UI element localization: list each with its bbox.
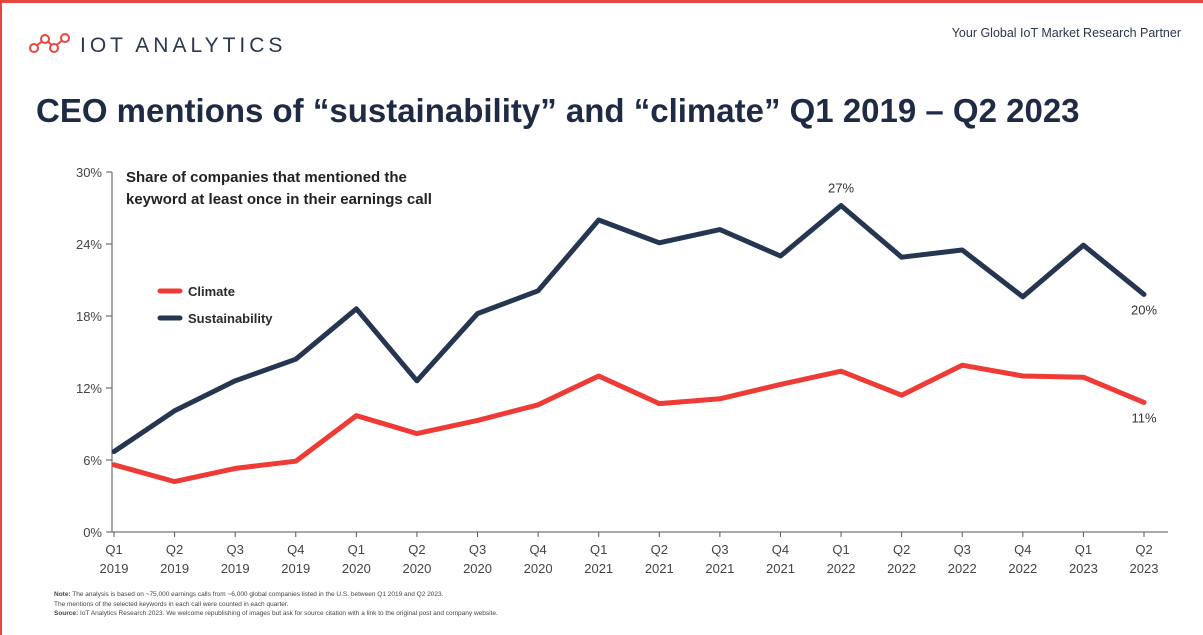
y-tick-label: 18%: [76, 309, 102, 324]
chart-subtitle: Share of companies that mentioned the key…: [126, 169, 432, 208]
x-tick-label-year: 2023: [1069, 561, 1098, 576]
note-line: The mentions of the selected keywords in…: [54, 600, 289, 608]
chart-subtitle-line: Share of companies that mentioned the: [126, 169, 407, 186]
data-label: 20%: [1131, 302, 1157, 317]
y-tick-label: 0%: [83, 525, 102, 540]
y-tick-label: 24%: [76, 237, 102, 252]
data-label: 11%: [1131, 410, 1156, 425]
note-line: Note: The analysis is based on ~75,000 e…: [54, 591, 444, 598]
x-tick-label-year: 2020: [342, 561, 371, 576]
y-tick-label: 6%: [83, 453, 102, 468]
chart-subtitle-line: keyword at least once in their earnings …: [126, 191, 432, 208]
y-tick-label: 30%: [76, 165, 102, 180]
tagline: Your Global IoT Market Research Partner: [951, 26, 1181, 40]
x-tick-label-year: 2020: [402, 561, 431, 576]
footnotes: Note: The analysis is based on ~75,000 e…: [54, 590, 498, 619]
x-tick-label-year: 2022: [948, 561, 977, 576]
x-tick-label-year: 2022: [827, 561, 856, 576]
annotation-layer: 27% 20% 11%: [828, 181, 1157, 426]
x-tick-label-year: 2023: [1130, 561, 1159, 576]
chart-title: CEO mentions of “sustainability” and “cl…: [36, 92, 1080, 129]
x-tick-label-quarter: Q2: [166, 542, 183, 557]
x-tick-label-year: 2019: [160, 561, 189, 576]
x-tick-label-quarter: Q2: [1135, 542, 1152, 557]
x-tick-label-quarter: Q1: [832, 542, 849, 557]
x-tick-label-quarter: Q4: [772, 542, 789, 557]
x-tick-label-year: 2021: [766, 561, 795, 576]
x-tick-label-year: 2019: [100, 561, 129, 576]
x-axis: Q1 2019 Q2 2019 Q3 2019 Q4 2019 Q1 2020 Q2 2020 Q3 20…: [100, 531, 1168, 576]
source-line: Source: IoT Analytics Research 2023. We …: [54, 610, 498, 617]
x-tick-label-quarter: Q3: [469, 542, 486, 557]
x-tick-label-quarter: Q3: [711, 542, 728, 557]
legend-label-sustainability: Sustainability: [188, 311, 273, 326]
x-tick-label-quarter: Q1: [590, 542, 607, 557]
series-line-sustainability: [111, 203, 1147, 455]
network-nodes-icon: [28, 30, 72, 61]
x-tick-label-quarter: Q4: [529, 542, 546, 557]
x-tick-label-year: 2020: [524, 561, 553, 576]
series-line-climate: [111, 362, 1147, 485]
x-tick-label-quarter: Q2: [651, 542, 668, 557]
x-tick-label-quarter: Q2: [408, 542, 425, 557]
x-tick-label-year: 2020: [463, 561, 492, 576]
x-tick-label-year: 2021: [645, 561, 674, 576]
x-tick-label-quarter: Q1: [1075, 542, 1092, 557]
series-layer: [111, 203, 1147, 485]
x-tick-label-year: 2019: [221, 561, 250, 576]
logo[interactable]: IOT ANALYTICS: [28, 30, 286, 61]
x-tick-label-quarter: Q2: [893, 542, 910, 557]
x-tick-label-quarter: Q1: [348, 542, 365, 557]
x-tick-label-year: 2021: [584, 561, 613, 576]
y-axis: 0% 6% 12% 18% 24% 30%: [76, 165, 113, 540]
x-tick-label-year: 2021: [705, 561, 734, 576]
x-tick-label-year: 2022: [1008, 561, 1037, 576]
x-tick-label-year: 2019: [281, 561, 310, 576]
x-tick-label-quarter: Q4: [1014, 542, 1031, 557]
logo-text: IOT ANALYTICS: [80, 33, 287, 57]
x-tick-label-quarter: Q1: [105, 542, 122, 557]
x-tick-label-quarter: Q3: [227, 542, 244, 557]
x-tick-label-quarter: Q4: [287, 542, 304, 557]
legend-label-climate: Climate: [188, 284, 235, 299]
x-tick-label-quarter: Q3: [954, 542, 971, 557]
data-label: 27%: [828, 181, 854, 196]
x-tick-label-year: 2022: [887, 561, 916, 576]
y-tick-label: 12%: [76, 381, 102, 396]
legend: Climate Sustainability: [157, 284, 273, 326]
